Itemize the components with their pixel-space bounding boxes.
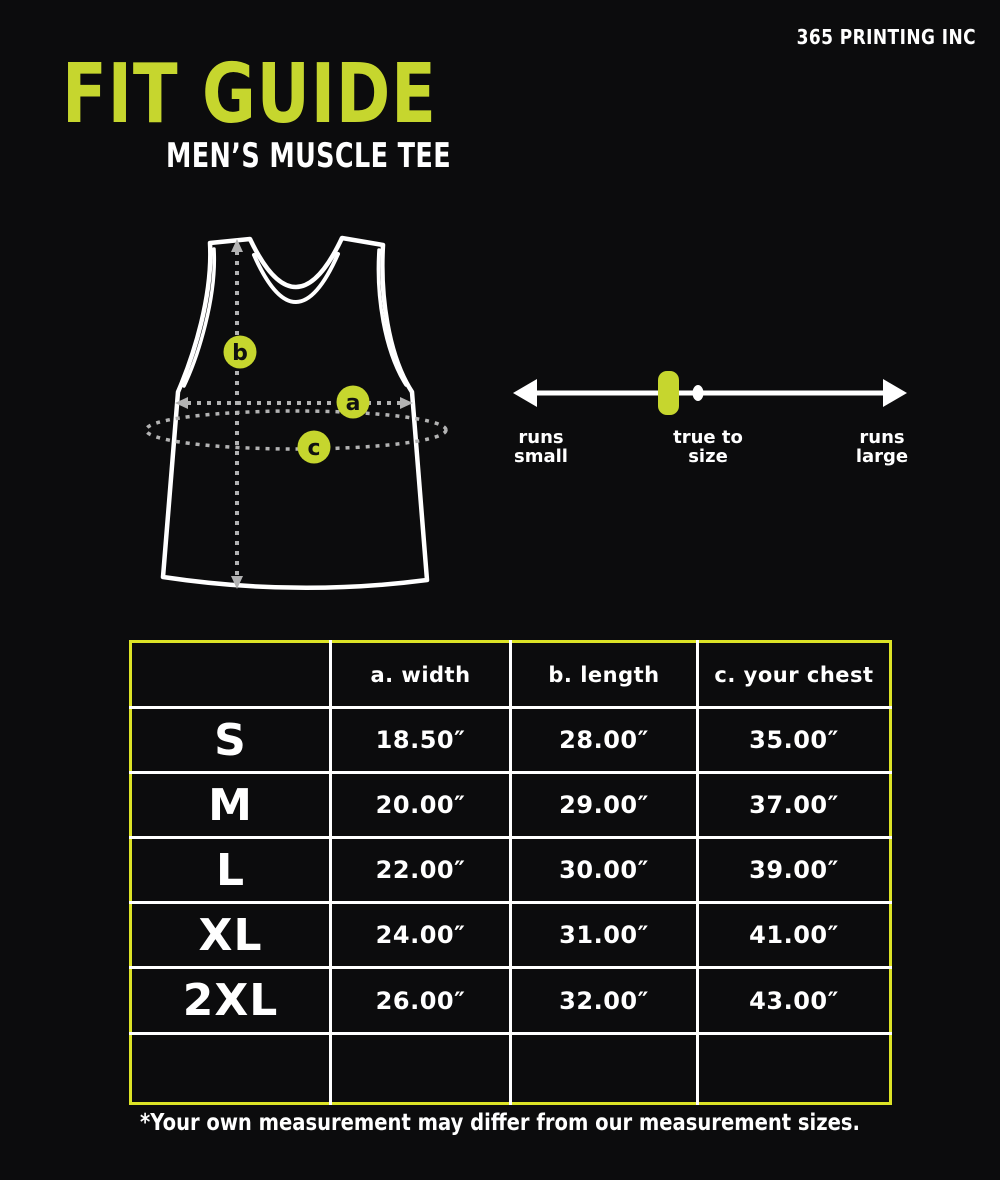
runs-large-label: runs large	[855, 427, 909, 467]
collar-band-line	[252, 252, 340, 304]
chest-ellipse	[144, 409, 448, 451]
true-to-size-label: true to size	[673, 427, 743, 467]
left-arrowhead-icon	[513, 379, 537, 407]
true-to-size-line1: true to	[673, 427, 743, 448]
marker-b: b	[223, 335, 257, 369]
runs-small-label: runs small	[514, 427, 568, 467]
length-cell	[509, 1032, 699, 1104]
size-cell: XL	[130, 901, 332, 969]
true-to-size-line2: size	[688, 445, 728, 467]
table-header-row: a. width b. length c. your chest	[130, 641, 891, 709]
chest-cell	[696, 1032, 891, 1104]
size-cell: L	[130, 836, 332, 904]
left-armhole-seam	[182, 247, 217, 388]
runs-small-line2: small	[514, 445, 568, 467]
table-row-xl: XL 24.00″ 31.00″ 41.00″	[130, 901, 891, 969]
header-size	[130, 641, 332, 709]
size-cell: 2XL	[130, 966, 332, 1035]
length-cell: 28.00″	[509, 706, 699, 774]
size-cell	[130, 1032, 332, 1104]
fit-scale: runs small true to size runs large	[505, 365, 915, 480]
header-length: b. length	[509, 641, 699, 709]
chest-cell: 43.00″	[696, 966, 891, 1035]
marker-b-letter: b	[232, 341, 248, 366]
table-row-2xl: 2XL 26.00″ 32.00″ 43.00″	[130, 966, 891, 1035]
width-cell: 26.00″	[329, 966, 512, 1035]
size-cell: M	[130, 771, 332, 839]
length-cell: 31.00″	[509, 901, 699, 969]
fit-scale-labels: runs small true to size runs large	[505, 427, 915, 477]
size-table: a. width b. length c. your chest S 18.50…	[129, 640, 892, 1105]
runs-small-line1: runs	[518, 427, 564, 448]
muscle-tee-diagram: b a c	[144, 235, 448, 591]
tee-outline	[160, 235, 430, 591]
table-row-empty	[130, 1032, 891, 1104]
header-width: a. width	[329, 641, 512, 709]
width-arrow	[175, 397, 413, 409]
length-cell: 32.00″	[509, 966, 699, 1035]
chest-cell: 37.00″	[696, 771, 891, 839]
width-cell	[329, 1032, 512, 1104]
marker-c: c	[297, 430, 331, 464]
marker-a-letter: a	[346, 391, 361, 416]
page-subtitle: MEN’S MUSCLE TEE	[166, 136, 452, 176]
width-cell: 22.00″	[329, 836, 512, 904]
marker-c-letter: c	[307, 436, 320, 461]
fit-position-marker	[658, 371, 679, 415]
right-arrowhead-icon	[883, 379, 907, 407]
runs-large-line2: large	[855, 445, 909, 467]
page-title: FIT GUIDE	[62, 47, 437, 142]
brand-name: 365 PRINTING INC	[796, 25, 976, 49]
fit-scale-arrow	[513, 371, 907, 415]
width-cell: 20.00″	[329, 771, 512, 839]
chest-cell: 41.00″	[696, 901, 891, 969]
chest-cell: 35.00″	[696, 706, 891, 774]
chest-cell: 39.00″	[696, 836, 891, 904]
table-row-m: M 20.00″ 29.00″ 37.00″	[130, 771, 891, 839]
runs-large-line1: runs	[859, 427, 905, 448]
right-armhole-seam	[376, 248, 408, 387]
length-cell: 30.00″	[509, 836, 699, 904]
table-row-s: S 18.50″ 28.00″ 35.00″	[130, 706, 891, 774]
table-row-l: L 22.00″ 30.00″ 39.00″	[130, 836, 891, 904]
header-chest: c. your chest	[696, 641, 891, 709]
marker-a: a	[336, 385, 370, 419]
width-cell: 24.00″	[329, 901, 512, 969]
length-cell: 29.00″	[509, 771, 699, 839]
width-cell: 18.50″	[329, 706, 512, 774]
center-dot	[692, 385, 704, 401]
size-cell: S	[130, 706, 332, 774]
measurement-disclaimer: *Your own measurement may differ from ou…	[140, 1110, 860, 1136]
